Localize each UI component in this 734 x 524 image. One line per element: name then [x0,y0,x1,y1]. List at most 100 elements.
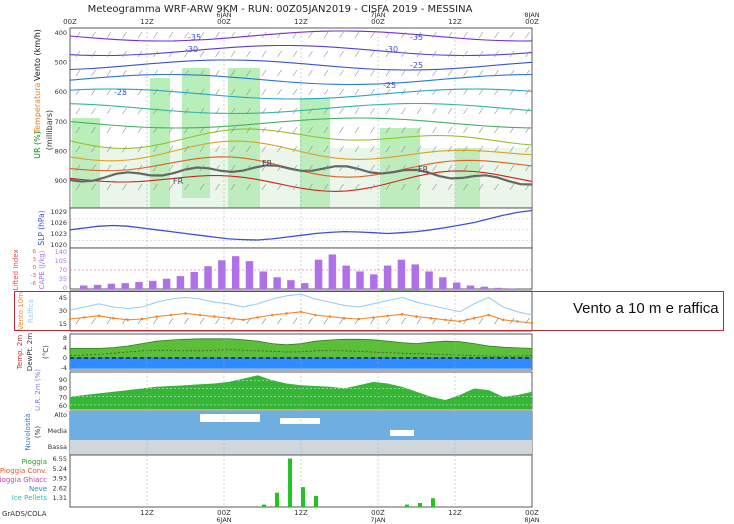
cape-bar [314,259,323,289]
chart-title: Meteogramma WRF-ARW 9KM - RUN: 00Z05JAN2… [87,4,473,15]
wind-barb [230,107,236,115]
wind-tick-label: 45 [59,294,67,302]
wind-barb [370,50,375,58]
wind-barb [463,164,468,172]
wind-barb [106,69,112,77]
wind-barb [308,31,313,39]
wind-barb [447,88,453,96]
precip-bar [288,458,292,507]
slp-panel: 1029 1026 1023 1020 SLP (hPa) [37,207,533,249]
profile-ylabel-temp: Temperatura [33,82,42,134]
wind-barb [447,69,453,77]
wind-barb [463,107,468,115]
wind-barb [137,145,143,153]
wind-barb [168,183,174,191]
wind-barb [354,69,360,77]
wind-barb [494,88,499,96]
wind-barb [525,126,530,134]
cloud-gap [390,430,414,436]
temp-unit-label: (°C) [42,345,50,359]
cape-ylabel: CAPE (J/kg) [38,250,46,289]
wind-barb [354,50,360,58]
wind-barb [463,145,468,153]
wind-barb [478,88,484,96]
li-tick-label: -3 [31,273,37,279]
wind-barb [525,69,530,77]
wind-barb [339,126,344,134]
wind-barb [75,107,81,115]
wind-barb [354,183,360,191]
wind-barb [385,145,391,153]
wind-barb [401,183,406,191]
wind-barb [277,69,282,77]
slp-ylabel: SLP (hPa) [37,210,46,245]
wind-barb [91,145,96,153]
wind-barb [447,107,453,115]
cape-bar [356,271,364,289]
wind-barb [416,88,422,96]
wind-barb [432,164,437,172]
wind-barb [230,126,236,134]
precip-bar [275,492,279,507]
wind-barb [106,183,112,191]
wind-barb [385,69,391,77]
wind-barb [478,145,484,153]
wind-barb [385,183,391,191]
wind-barb [509,31,515,39]
wind-barb [91,183,96,191]
wind-barb [509,317,515,325]
cloud-ylabel: Nuvolosità [24,414,32,451]
wind-barb [292,88,298,96]
wind-barb [401,107,406,115]
wind-barb [199,107,205,115]
wind-barb [292,50,298,58]
wind-barb [137,126,143,134]
wind-barb [401,145,406,153]
wind-barb [75,317,81,325]
wind-barb [153,145,158,153]
wind-barb [91,126,96,134]
wind-barb [308,126,313,134]
wind-barb [432,31,437,39]
wind-barb [447,145,453,153]
wind-barb [199,31,205,39]
wind-barb [478,50,484,58]
wind-barb [230,31,236,39]
wind-barb [370,126,375,134]
wind-barb [261,107,267,115]
wind-barb [525,164,530,172]
wind-barb [215,183,220,191]
wind-barb [370,183,375,191]
cape-bar [287,280,295,289]
wind-barb [168,88,174,96]
wind-barb [416,145,422,153]
wind-barb [122,69,127,77]
profile-ylabel-wind: Vento (km/h) [33,29,42,81]
wind-barb [168,50,174,58]
wind-barb [277,126,282,134]
wind-barb [199,183,205,191]
wind-barb [246,164,251,172]
wind-barb [106,145,112,153]
cape-tick-label: 0 [63,284,67,292]
wind-barb [509,69,515,77]
precip-tick-label: 6.55 [53,455,67,463]
wind-barb [463,31,468,39]
wind-barb [385,31,391,39]
precip-tick-label: 5.24 [53,465,67,473]
wind-barb [447,31,453,39]
wind-barb [385,164,391,172]
wind-barb [153,164,158,172]
slp-tick-label: 1020 [50,241,67,249]
wind-barb [494,317,499,325]
wind-barb [153,50,158,58]
wind-barb [261,183,267,191]
wind-barb [323,145,329,153]
callout-box [14,291,724,331]
wind-barb [153,126,158,134]
cape-bar [176,276,185,289]
callout-background [540,291,724,331]
wind-barb [432,107,437,115]
wind-barb [277,183,282,191]
